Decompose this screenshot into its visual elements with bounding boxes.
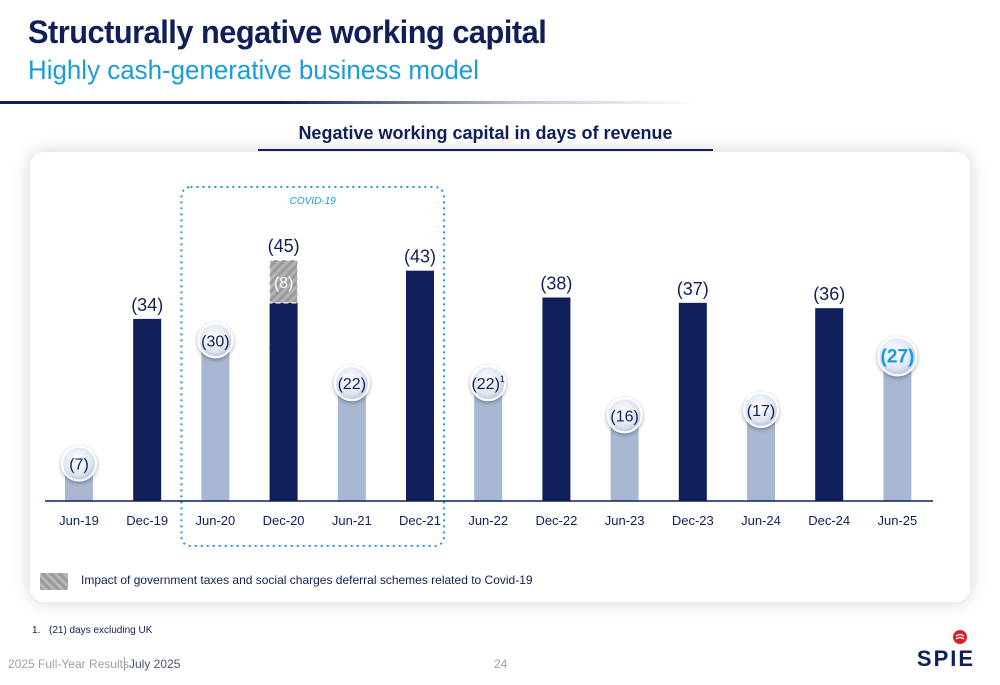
bar-value-label: (34) bbox=[131, 295, 163, 315]
page-title: Structurally negative working capital bbox=[28, 14, 547, 50]
legend-swatch-covid bbox=[40, 573, 68, 590]
value-bubble bbox=[743, 391, 779, 428]
bar-value-label: (38) bbox=[540, 273, 572, 293]
value-bubble bbox=[470, 365, 507, 402]
logo-wordmark: SPIE bbox=[917, 646, 975, 671]
x-tick-label: Jun-25 bbox=[878, 513, 918, 528]
bar-value-label: (36) bbox=[813, 284, 845, 304]
bar-value-label: (17) bbox=[747, 403, 775, 420]
x-tick-label: Jun-23 bbox=[605, 513, 645, 528]
bar-value-label: (22) bbox=[338, 376, 366, 393]
bar-jun-25 bbox=[883, 356, 912, 501]
value-bubble bbox=[61, 445, 97, 482]
bar-label-dec-20-covid: (8) bbox=[274, 275, 294, 292]
covid-box-label: COVID-19 bbox=[290, 196, 337, 207]
x-tick-label: Dec-22 bbox=[535, 513, 577, 528]
bar-dec-22 bbox=[542, 297, 571, 501]
bar-value-label: (22)1 bbox=[471, 374, 504, 393]
footnote-number: 1. bbox=[32, 625, 41, 636]
x-tick-label: Jun-20 bbox=[196, 513, 236, 528]
bar-dec-20-covid-deferral bbox=[269, 259, 299, 304]
footer-report-name: 2025 Full-Year Results bbox=[8, 657, 129, 671]
bar-value-label: (43) bbox=[404, 247, 436, 267]
bar-dec-21 bbox=[406, 270, 434, 501]
footer-date: July 2025 bbox=[124, 657, 180, 671]
x-tick-label: Dec-21 bbox=[399, 513, 441, 528]
x-tick-label: Dec-20 bbox=[263, 513, 305, 528]
bar-dec-23 bbox=[678, 302, 707, 501]
x-tick-label: Jun-21 bbox=[332, 513, 372, 528]
footnote-ref: 1 bbox=[500, 374, 505, 384]
x-tick-label: Dec-23 bbox=[672, 513, 714, 528]
x-tick-label: Jun-24 bbox=[741, 513, 781, 528]
bar-value-label: (37) bbox=[677, 279, 709, 299]
chart-heading: Negative working capital in days of reve… bbox=[298, 123, 673, 143]
bar-value-label: (7) bbox=[69, 457, 89, 474]
spie-flame-icon bbox=[953, 630, 967, 644]
x-tick-label: Dec-24 bbox=[808, 513, 850, 528]
spie-logo: SPIE bbox=[917, 630, 975, 671]
bar-jun-22 bbox=[474, 383, 503, 501]
title-divider bbox=[0, 101, 700, 104]
bar-jun-20 bbox=[201, 340, 230, 501]
x-tick-label: Jun-22 bbox=[468, 513, 508, 528]
bar-value-label: (27) bbox=[881, 346, 915, 367]
footnote: 1. (21) days excluding UK bbox=[32, 625, 152, 636]
legend-label: Impact of government taxes and social ch… bbox=[81, 573, 533, 587]
value-bubble bbox=[606, 397, 643, 434]
value-bubble bbox=[877, 336, 918, 377]
x-tick-label: Dec-19 bbox=[126, 513, 168, 528]
x-tick-label: Jun-19 bbox=[59, 513, 99, 528]
bar-label-dec-20-base: (37) bbox=[268, 338, 298, 357]
footnote-text: (21) days excluding UK bbox=[49, 625, 153, 636]
chart-heading-divider bbox=[258, 149, 713, 151]
page-number: 24 bbox=[494, 657, 508, 671]
bar-dec-20-base bbox=[269, 302, 298, 501]
bar-value-label: (30) bbox=[201, 333, 229, 350]
bar-dec-24 bbox=[815, 308, 844, 501]
value-bubble bbox=[333, 365, 370, 402]
bar-dec-19 bbox=[133, 318, 162, 501]
value-bubble bbox=[197, 322, 234, 359]
bar-value-label: (16) bbox=[610, 408, 638, 425]
bar-value-label: (45) bbox=[268, 236, 300, 256]
bar-jun-21 bbox=[337, 383, 366, 501]
page-subtitle: Highly cash-generative business model bbox=[28, 55, 479, 85]
